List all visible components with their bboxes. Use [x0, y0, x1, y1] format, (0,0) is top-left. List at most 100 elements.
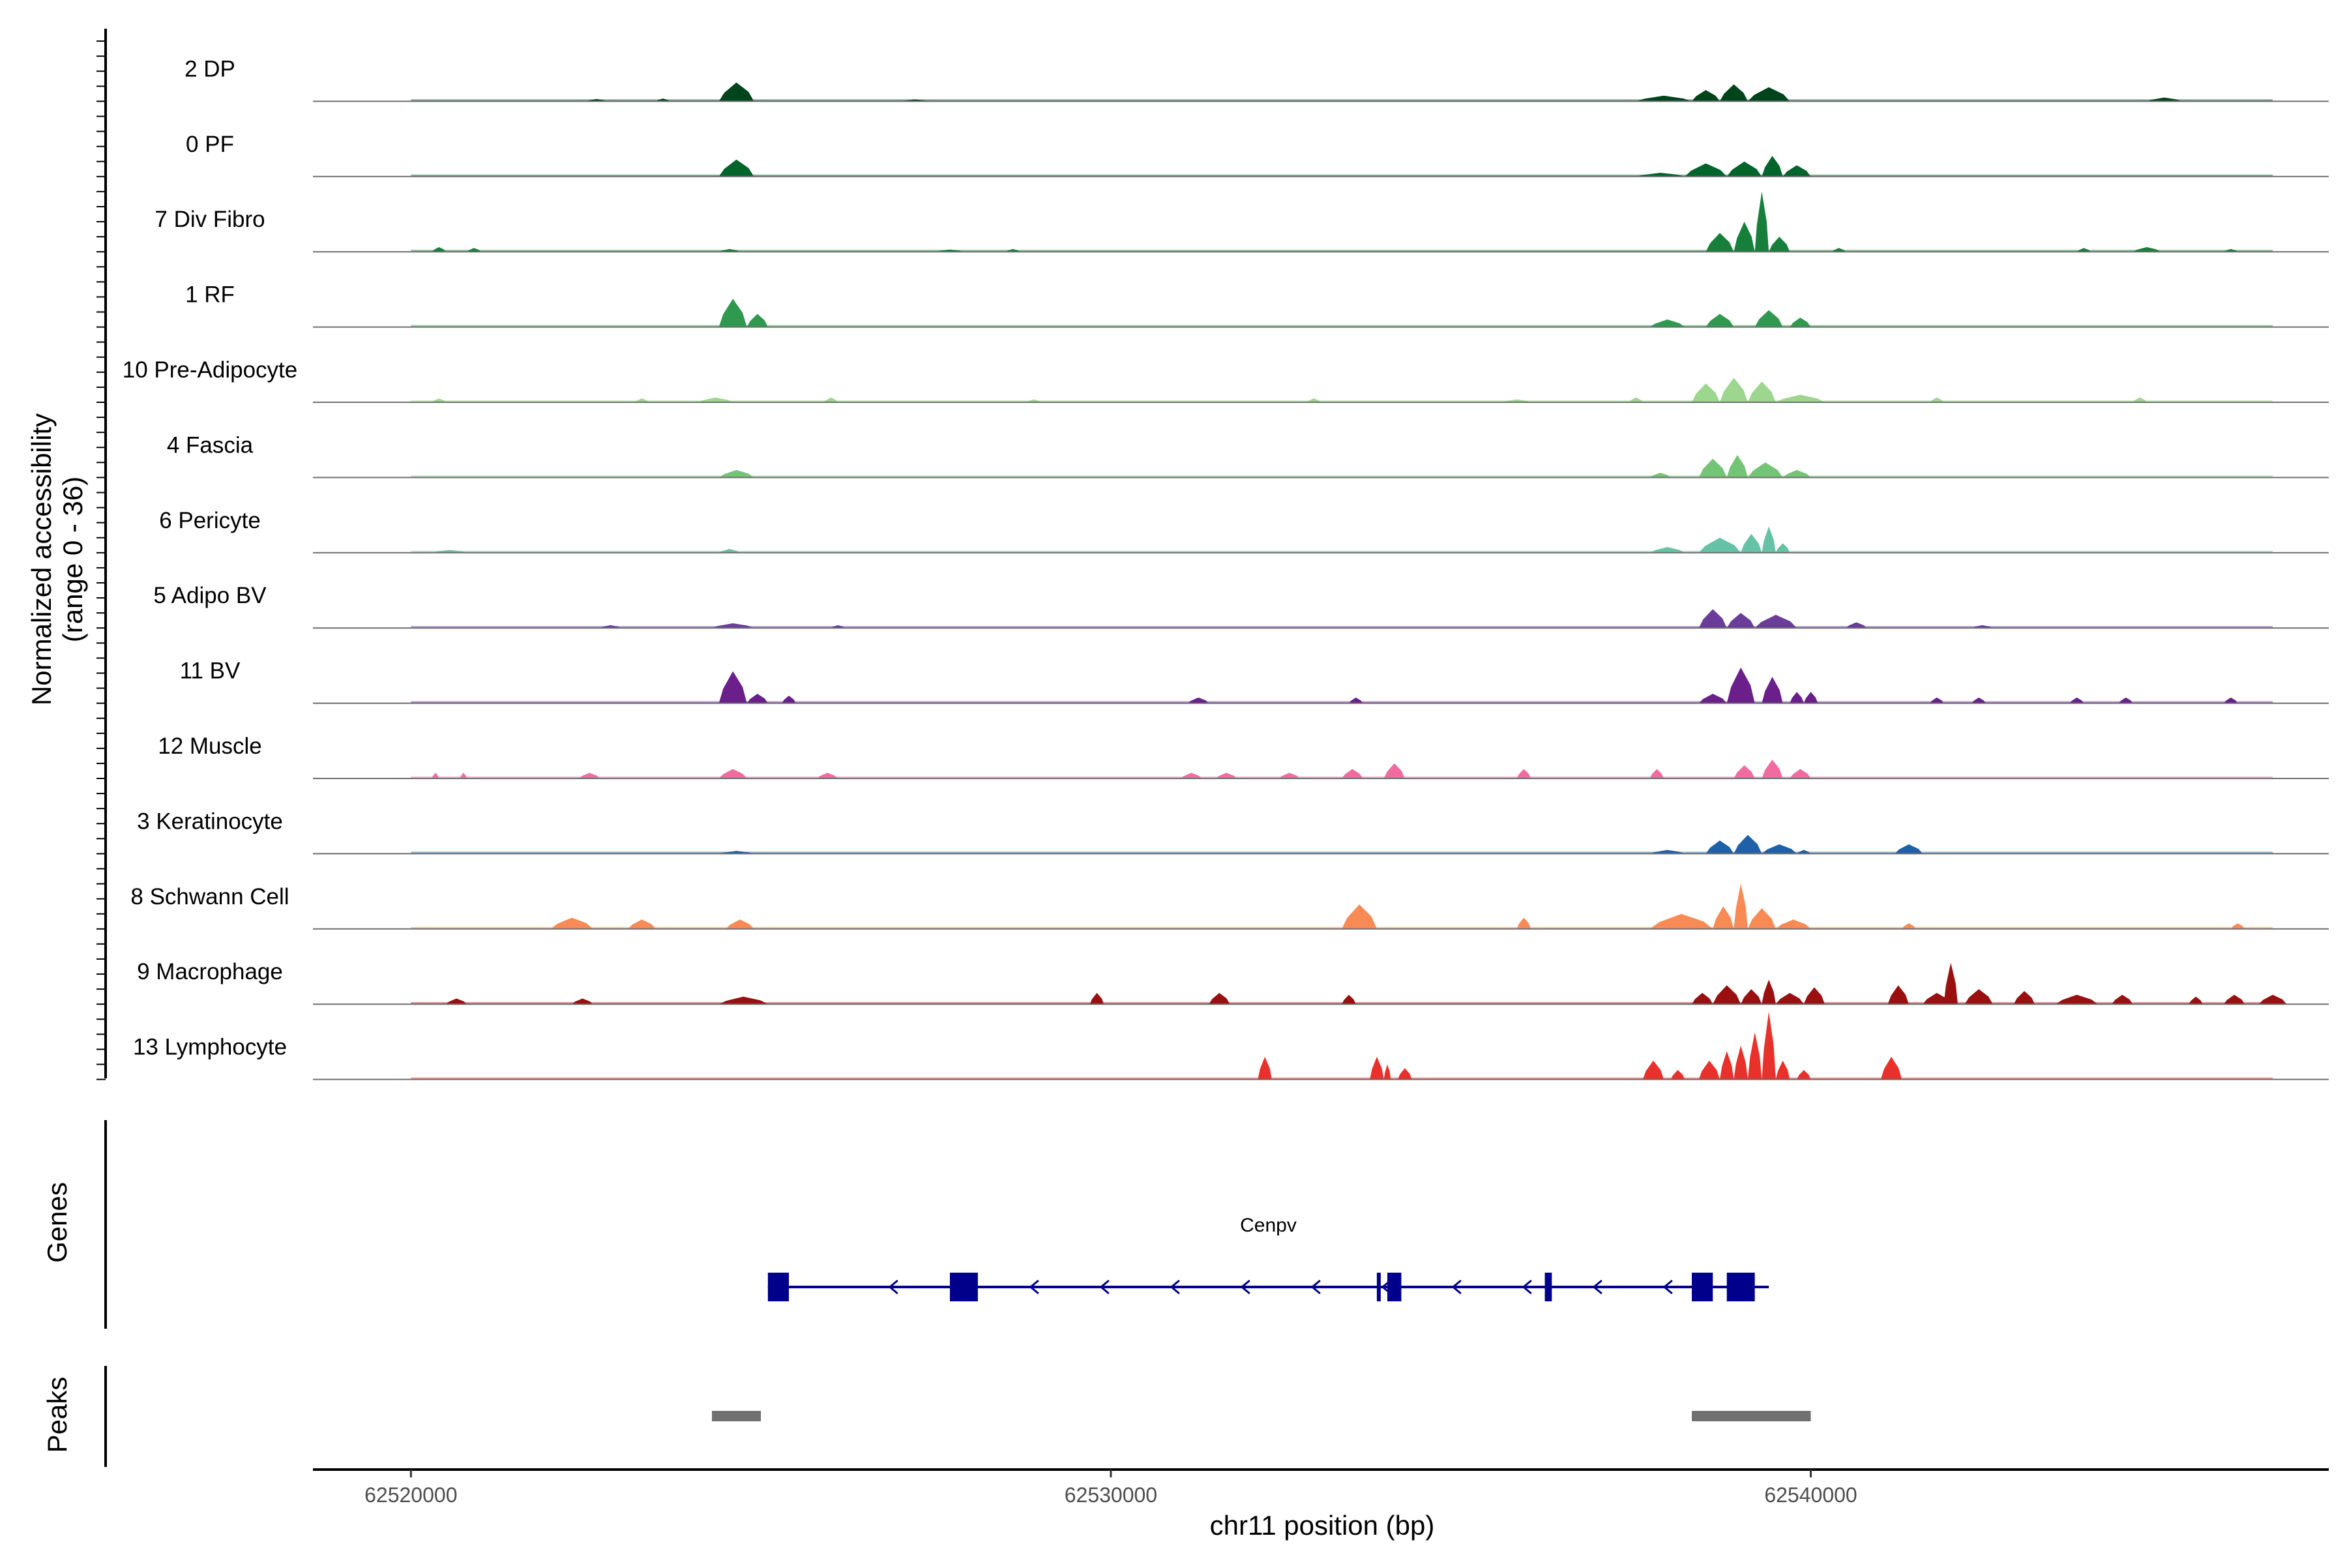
coverage-peak [1971, 697, 1986, 703]
track-label: 0 PF [186, 132, 234, 157]
coverage-peak [1726, 454, 1748, 478]
coverage-peak [1775, 543, 1790, 553]
coverage-peak [1782, 469, 1811, 478]
coverage-peak [1698, 458, 1727, 478]
coverage-peak [2146, 97, 2182, 102]
coverage-peak [1649, 547, 1685, 553]
coverage-peak [1027, 399, 1041, 402]
coverage-peak [1005, 248, 1020, 252]
coverage-track: 6 Pericyte [159, 508, 2329, 554]
track-label: 7 Div Fibro [155, 207, 265, 232]
coverage-peak [1747, 381, 1776, 402]
coverage-peak [823, 397, 838, 402]
coverage-track: 13 Lymphocyte [133, 1011, 2329, 1080]
coverage-peak [2258, 994, 2287, 1005]
coverage-peak [467, 248, 481, 252]
coverage-peak [1790, 769, 1811, 778]
coverage-peak [432, 773, 439, 778]
coverage-peak [1831, 248, 1846, 252]
y-axis-title-line1: Normalized accessibility [26, 413, 57, 705]
coverage-peak [782, 696, 796, 703]
track-label: 4 Fascia [167, 432, 254, 458]
coverage-peak [1880, 1056, 1902, 1080]
coverage-peak [1342, 769, 1363, 778]
coverage-peak [1636, 95, 1692, 102]
coverage-peak [2112, 994, 2133, 1005]
coverage-peak [432, 550, 467, 553]
coverage-peak [1747, 87, 1790, 102]
coverage-peak [551, 917, 593, 929]
coverage-peak [718, 299, 747, 327]
coverage-peak [2133, 246, 2161, 252]
coverage-peak [1692, 992, 1713, 1005]
coverage-peak [1797, 850, 1811, 854]
coverage-track: 0 PF [186, 132, 2329, 177]
coverage-peak [1692, 383, 1720, 402]
coverage-peak [1636, 173, 1685, 177]
coverage-peak [1698, 537, 1741, 553]
gene-exon [1692, 1273, 1713, 1301]
strand-arrow [1029, 1279, 1039, 1295]
gene-exon [1376, 1273, 1381, 1301]
coverage-peak [1923, 992, 1951, 1005]
coverage-peak [432, 398, 446, 402]
x-tick-label: 62540000 [1764, 1483, 1857, 1507]
y-axis-title-line2: (range 0 - 36) [57, 477, 88, 642]
coverage-peak [1754, 310, 1783, 327]
coverage-peak [1089, 992, 1104, 1005]
coverage-peak [2189, 996, 2203, 1005]
gene-exon [1387, 1273, 1402, 1301]
coverage-peak [1754, 614, 1797, 629]
coverage-peak [1713, 985, 1741, 1005]
track-background-signal [411, 400, 2273, 402]
track-label: 13 Lymphocyte [133, 1035, 287, 1060]
coverage-peak [718, 82, 754, 102]
coverage-peak [1649, 473, 1671, 478]
coverage-peak [1775, 919, 1811, 929]
coverage-peak [1342, 904, 1377, 929]
track-label: 5 Adipo BV [153, 583, 267, 608]
coverage-peak [1803, 692, 1818, 703]
coverage-peak [1516, 917, 1531, 929]
peak-regions-track [104, 1366, 1811, 1467]
x-axis-title: chr11 position (bp) [1210, 1510, 1435, 1541]
track-background-signal [411, 99, 2273, 102]
coverage-peak [1719, 377, 1748, 402]
peak-region [711, 1411, 761, 1421]
coverage-track: 10 Pre-Adipocyte [123, 357, 2329, 403]
coverage-peak [1762, 156, 1783, 177]
track-background-signal [411, 1002, 2273, 1005]
coverage-peak [1790, 692, 1804, 703]
coverage-track: 11 BV [180, 658, 2329, 704]
track-label: 8 Schwann Cell [130, 884, 289, 910]
track-label: 1 RF [185, 282, 235, 308]
coverage-peak [746, 314, 768, 327]
coverage-peak [1762, 760, 1783, 778]
coverage-peak [1747, 462, 1783, 478]
coverage-peak [1747, 908, 1776, 929]
coverage-peak [2223, 697, 2238, 703]
coverage-peak [1692, 90, 1720, 102]
track-background-signal [411, 174, 2273, 177]
gene-exon [949, 1273, 978, 1301]
coverage-peak [718, 769, 747, 778]
coverage-peak [1782, 165, 1811, 177]
coverage-peak [1348, 697, 1363, 703]
coverage-track: 1 RF [185, 282, 2329, 328]
coverage-peak [1902, 923, 1916, 929]
coverage-peak [1726, 161, 1762, 177]
track-background-signal [411, 1077, 2273, 1080]
coverage-peak [1258, 1056, 1272, 1080]
coverage-peak [1649, 319, 1685, 327]
coverage-peak [1846, 622, 1867, 629]
coverage-track: 8 Schwann Cell [130, 883, 2329, 930]
coverage-peak [711, 623, 754, 629]
coverage-peak [1775, 1060, 1790, 1080]
coverage-peak [578, 773, 600, 778]
coverage-peak [2069, 697, 2084, 703]
track-background-signal [411, 626, 2273, 629]
coverage-peak [1685, 163, 1727, 177]
coverage-peak [1734, 765, 1755, 778]
coverage-peak [2076, 248, 2091, 252]
